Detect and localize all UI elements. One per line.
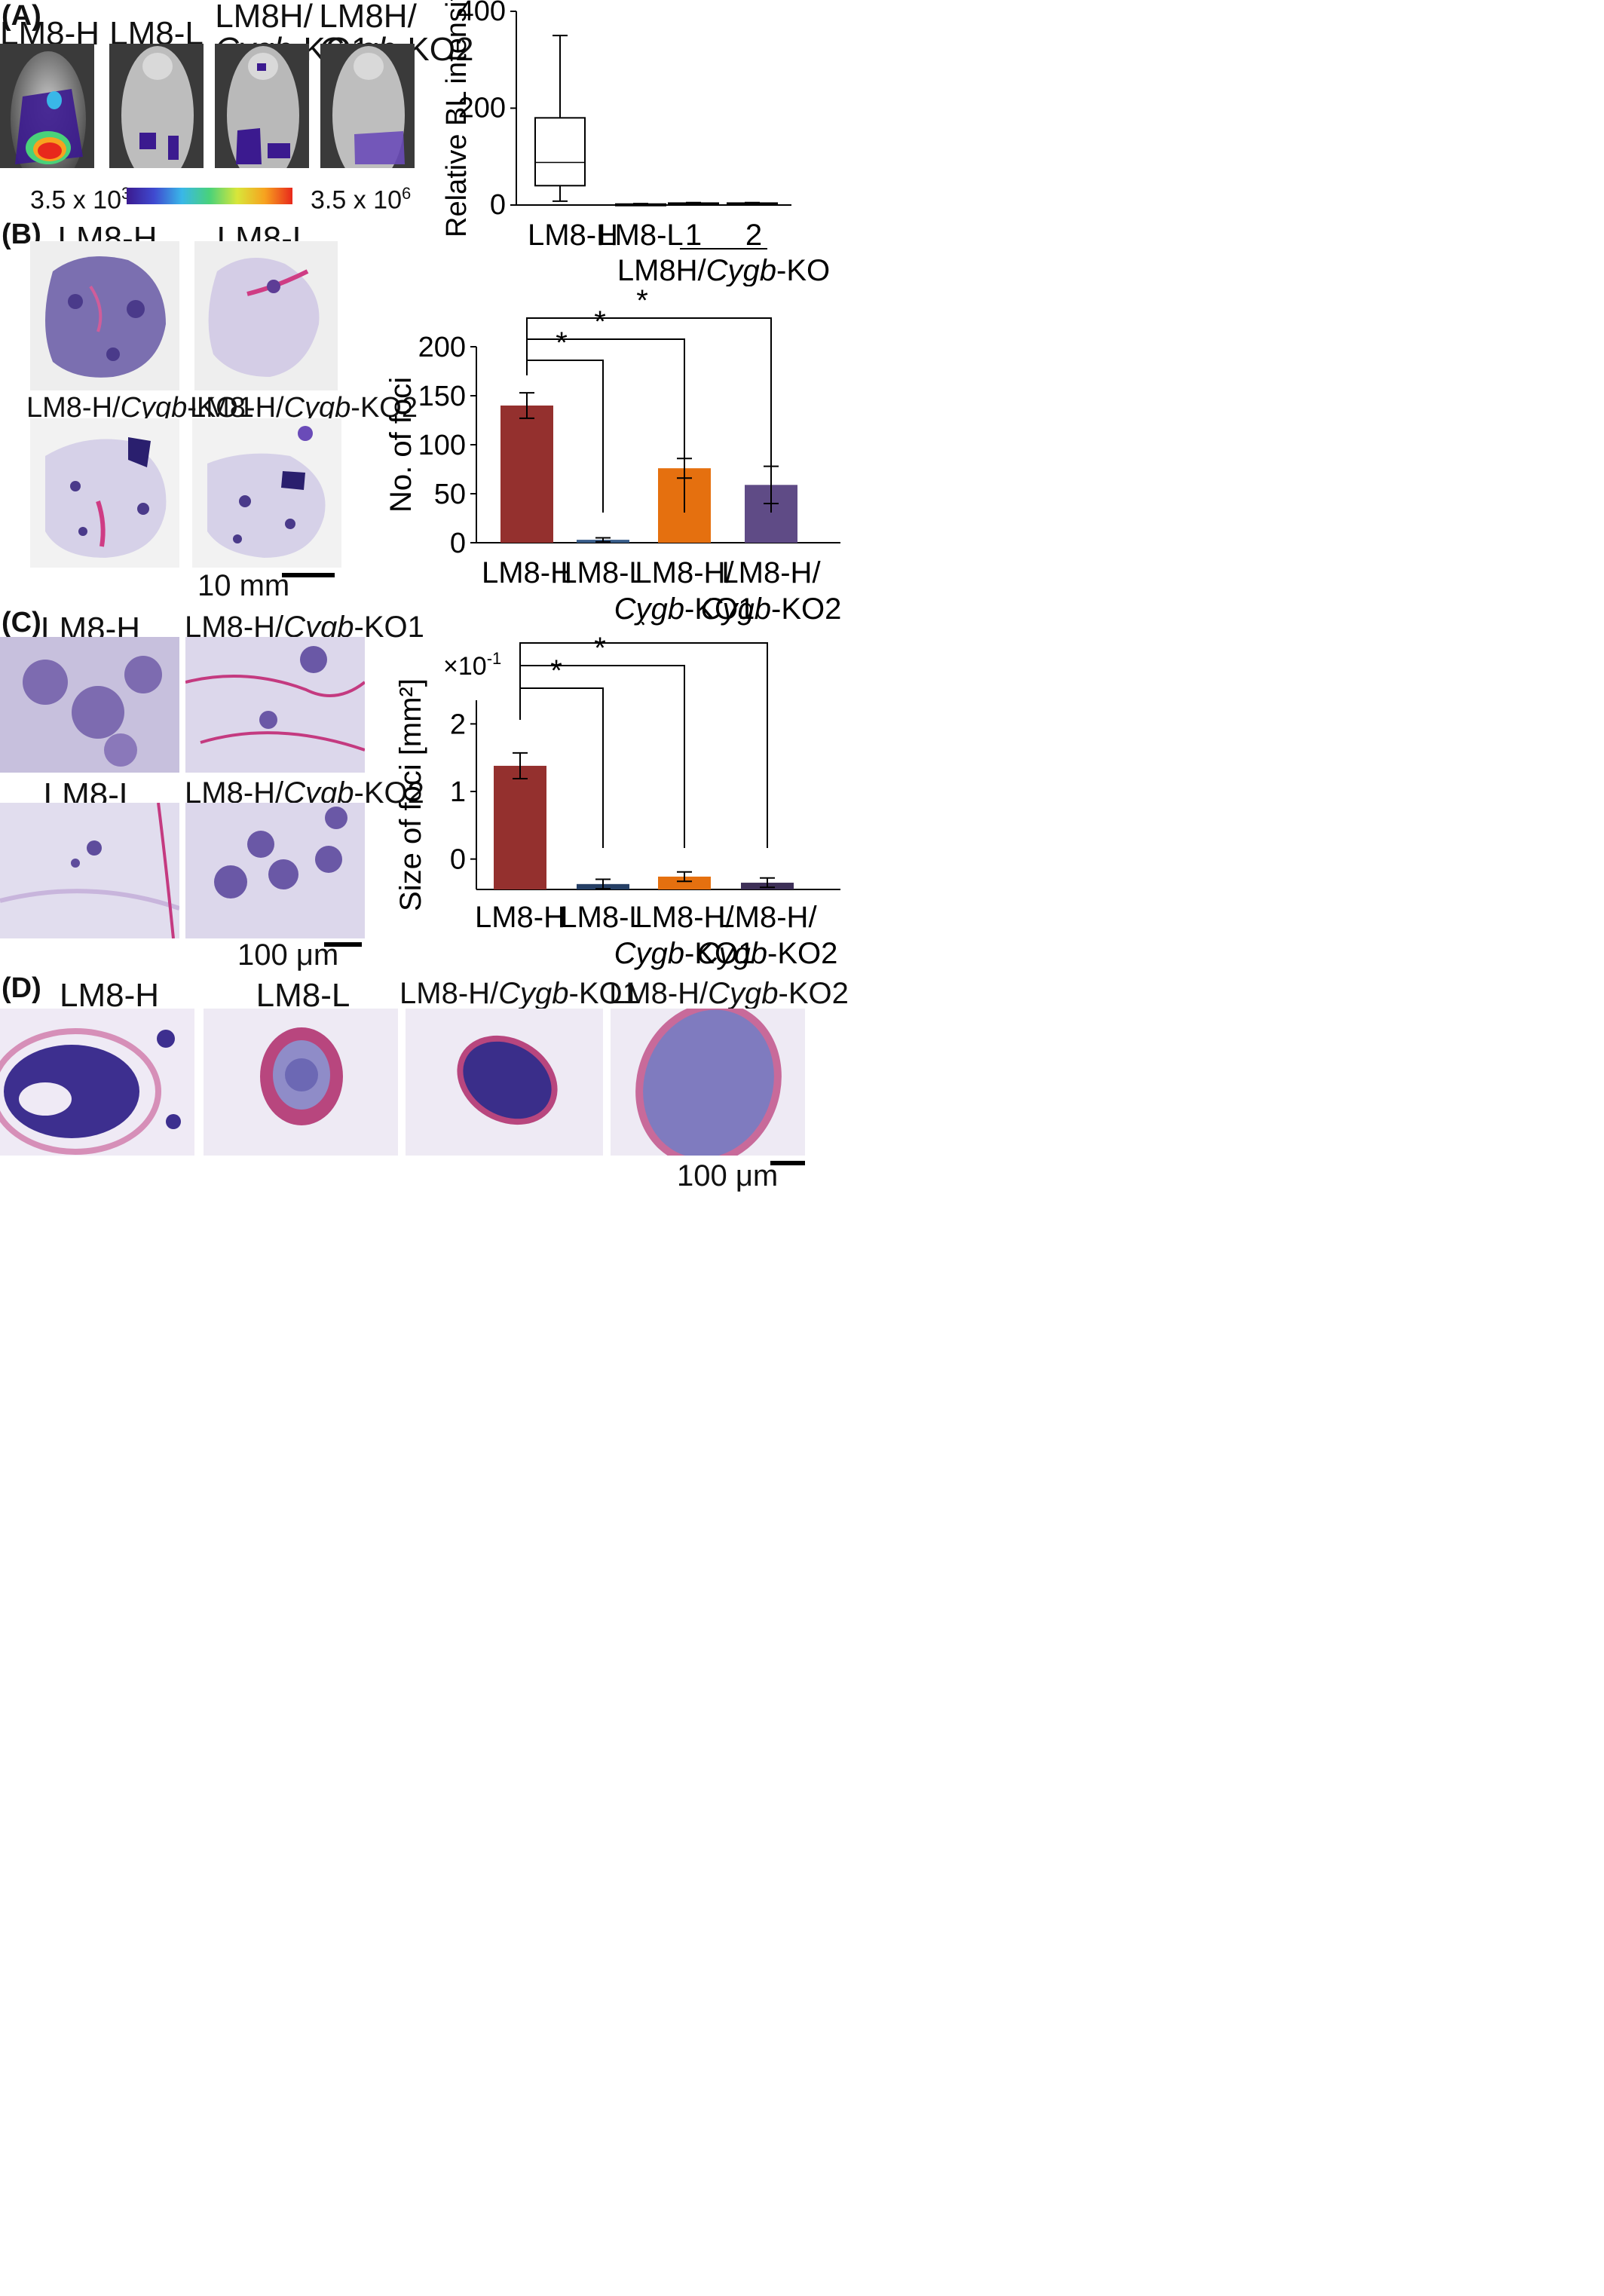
scale-bar-b bbox=[282, 573, 335, 577]
tissue-section-lm8-h bbox=[0, 1009, 194, 1156]
y-tick-label: 200 bbox=[418, 332, 466, 363]
bioluminescence-image-lm8-l bbox=[109, 44, 204, 168]
y-axis-label: Relative BL intensity bbox=[441, 0, 473, 237]
group-label: LM8H/Cygb-KO bbox=[617, 254, 829, 286]
y-tick-label: 2 bbox=[450, 709, 466, 740]
tissue-section-ko2 bbox=[611, 1009, 805, 1156]
histology-lm8-h bbox=[0, 637, 179, 773]
color-scale-bar bbox=[127, 188, 292, 204]
tissue-section-ko1 bbox=[406, 1009, 603, 1156]
y-tick-label: 150 bbox=[418, 381, 466, 412]
significance-bracket bbox=[526, 317, 772, 513]
lung-section-lm8-l bbox=[194, 241, 338, 390]
image-label-d4: LM8-H/Cygb-KO2 bbox=[609, 977, 849, 1010]
bioluminescence-image-ko1 bbox=[215, 44, 309, 168]
box bbox=[534, 117, 586, 187]
panel-label-c: (C) bbox=[2, 607, 41, 638]
image-label-d2: LM8-L bbox=[256, 977, 350, 1014]
bar bbox=[658, 876, 711, 889]
bar bbox=[494, 765, 546, 889]
color-scale-max: 3.5 x 106 bbox=[311, 184, 412, 215]
y-tick-label: 200 bbox=[458, 93, 506, 124]
lung-section-ko2 bbox=[192, 418, 341, 568]
x-category-label: LM8-L bbox=[598, 219, 683, 252]
histology-ko1 bbox=[185, 637, 365, 773]
scale-bar-label-d: 100 μm bbox=[677, 1159, 779, 1192]
image-label-d1: LM8-H bbox=[59, 977, 160, 1014]
scale-bar-label-b: 10 mm bbox=[197, 569, 290, 602]
scale-bar-d bbox=[770, 1161, 805, 1165]
x-category-label-line2: Cygb-KO2 bbox=[697, 937, 838, 970]
color-scale-min: 3.5 x 103 bbox=[30, 184, 130, 215]
panel-label-d: (D) bbox=[2, 972, 41, 1004]
x-category-label: 1 bbox=[685, 219, 702, 252]
y-tick-label: 0 bbox=[490, 189, 506, 221]
x-category-label: LM8-H/ bbox=[635, 556, 734, 589]
significance-star: * bbox=[550, 654, 562, 687]
image-label-d3: LM8-H/Cygb-KO1 bbox=[399, 977, 639, 1010]
significance-star: * bbox=[635, 622, 647, 642]
x-category-label: LM8-H bbox=[475, 901, 565, 934]
x-category-label-line2: Cygb-KO1 bbox=[614, 592, 755, 626]
x-category-label-line2: Cygb-KO1 bbox=[614, 937, 755, 970]
x-category-label: 2 bbox=[745, 219, 762, 252]
y-tick-label: 1 bbox=[450, 776, 466, 808]
x-category-label: LM8-L bbox=[560, 556, 645, 589]
significance-star: * bbox=[594, 305, 606, 338]
y-tick-label: 0 bbox=[450, 528, 466, 559]
significance-bracket bbox=[519, 642, 768, 848]
y-tick-label: 0 bbox=[450, 844, 466, 876]
x-category-label: LM8-H/ bbox=[635, 901, 734, 934]
scale-bar-label-c: 100 μm bbox=[237, 938, 339, 972]
scale-bar-c bbox=[324, 942, 362, 947]
y-tick-label: 400 bbox=[458, 0, 506, 27]
y-axis-label: No. of foci bbox=[384, 377, 418, 513]
bioluminescence-image-lm8-h bbox=[0, 44, 94, 168]
x-category-label: LM8-L bbox=[560, 901, 645, 934]
y-axis-label: Size of foci [mm²] bbox=[394, 678, 427, 911]
y-tick-label: 50 bbox=[434, 479, 466, 510]
lung-section-ko1 bbox=[30, 418, 179, 568]
panel-label-a: (A) bbox=[2, 0, 41, 32]
significance-star: * bbox=[594, 632, 606, 665]
histology-lm8-l bbox=[0, 803, 179, 938]
x-category-label: LM8-H/ bbox=[721, 556, 821, 589]
x-category-label: LM8-H bbox=[482, 556, 572, 589]
bar bbox=[500, 406, 553, 543]
significance-star: * bbox=[556, 326, 568, 360]
y-tick-label: 100 bbox=[418, 430, 466, 461]
x-category-label: LM8-H/ bbox=[718, 901, 817, 934]
lung-section-lm8-h bbox=[30, 241, 179, 390]
histology-ko2 bbox=[185, 803, 365, 938]
axis-multiplier: ×10-1 bbox=[443, 649, 501, 681]
bioluminescence-image-ko2 bbox=[320, 44, 415, 168]
x-category-label: LM8-H bbox=[528, 219, 618, 252]
tissue-section-lm8-l bbox=[204, 1009, 398, 1156]
significance-star: * bbox=[636, 286, 648, 317]
x-category-label-line2: Cygb-KO2 bbox=[701, 592, 842, 626]
